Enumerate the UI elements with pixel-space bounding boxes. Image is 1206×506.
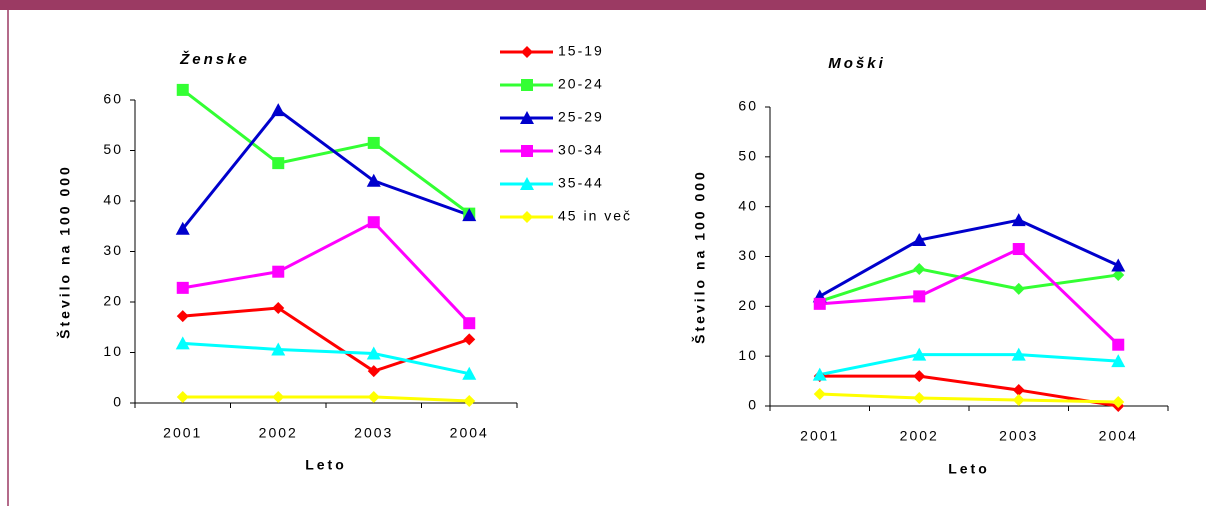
marker (913, 370, 926, 383)
marker (1011, 347, 1026, 361)
series-line (182, 341, 470, 376)
marker (520, 177, 534, 190)
marker (521, 211, 533, 223)
y-tick-label: 50 (738, 148, 758, 164)
marker (912, 233, 927, 247)
marker (366, 173, 381, 187)
marker (176, 281, 189, 294)
marker (463, 333, 476, 346)
chart-title: Ženske (179, 50, 250, 68)
y-tick-label: 20 (738, 297, 758, 313)
legend-label: 15-19 (558, 43, 604, 59)
marker (521, 79, 533, 91)
marker (1111, 258, 1126, 272)
marker (813, 297, 826, 310)
series-line (819, 218, 1119, 298)
marker (367, 365, 380, 378)
series-line (819, 353, 1119, 377)
marker (1012, 384, 1025, 397)
marker (462, 366, 477, 380)
y-tick-label: 10 (103, 343, 123, 359)
series-line (181, 88, 471, 215)
marker (272, 390, 285, 403)
x-axis-title: Leto (948, 461, 990, 477)
marker (1012, 282, 1025, 295)
x-tick-label: 2004 (1099, 428, 1138, 444)
plot-area (812, 213, 1126, 412)
marker (913, 392, 926, 405)
marker (520, 111, 534, 124)
marker (913, 262, 926, 275)
marker (175, 336, 190, 350)
marker (367, 136, 380, 149)
marker (272, 302, 285, 315)
marker (1012, 243, 1025, 256)
plot-area (175, 83, 477, 407)
series-line (181, 108, 470, 230)
marker (176, 83, 189, 96)
marker (366, 346, 381, 360)
y-tick-label: 30 (103, 242, 123, 258)
marker (367, 216, 380, 229)
series-line (182, 306, 470, 373)
marker (912, 347, 927, 361)
marker (1112, 396, 1125, 409)
y-tick-label: 10 (738, 347, 758, 363)
marker (272, 157, 285, 170)
x-tick-label: 2001 (800, 428, 839, 444)
marker (1111, 354, 1126, 368)
y-tick-label: 0 (113, 394, 123, 410)
y-tick-label: 30 (738, 247, 758, 263)
marker (1112, 338, 1125, 351)
marker (462, 208, 477, 222)
marker (812, 367, 827, 381)
x-axis-title: Leto (305, 457, 347, 473)
marker (176, 310, 189, 323)
x-tick-label: 2002 (900, 428, 939, 444)
y-axis-title: Število na 100 000 (56, 164, 73, 339)
x-tick-label: 2002 (259, 425, 298, 441)
y-tick-label: 40 (103, 192, 123, 208)
x-tick-label: 2004 (450, 425, 489, 441)
series-line (182, 220, 471, 325)
marker (463, 394, 476, 407)
y-axis-title: Število na 100 000 (691, 169, 708, 344)
marker (367, 390, 380, 403)
legend-label: 25-29 (558, 109, 604, 125)
marker (175, 221, 190, 235)
y-tick-label: 60 (103, 91, 123, 107)
x-tick-label: 2001 (163, 425, 202, 441)
legend-label: 20-24 (558, 76, 604, 92)
y-tick-label: 60 (738, 98, 758, 114)
y-tick-label: 20 (103, 293, 123, 309)
series-line (182, 395, 470, 403)
legend-label: 45 in več (558, 208, 632, 224)
series-line (819, 247, 1120, 346)
series-line (819, 374, 1119, 408)
marker (521, 145, 533, 157)
marker (463, 317, 476, 330)
chart-title: Moški (828, 55, 886, 72)
x-tick-label: 2003 (354, 425, 393, 441)
series-line (819, 392, 1119, 404)
marker (271, 103, 286, 117)
x-tick-label: 2003 (999, 428, 1038, 444)
marker (1112, 268, 1125, 281)
marker (271, 342, 286, 356)
marker (1011, 213, 1026, 227)
marker (176, 390, 189, 403)
y-tick-label: 0 (748, 397, 758, 413)
legend-label: 35-44 (558, 175, 604, 191)
y-tick-label: 50 (103, 141, 123, 157)
marker (521, 46, 533, 58)
legend-label: 30-34 (558, 142, 604, 158)
header-bar (0, 0, 1206, 10)
y-tick-label: 40 (738, 197, 758, 213)
marker (272, 265, 285, 278)
series-line (819, 267, 1119, 303)
marker (813, 388, 826, 401)
marker (913, 290, 926, 303)
marker (1012, 394, 1025, 407)
